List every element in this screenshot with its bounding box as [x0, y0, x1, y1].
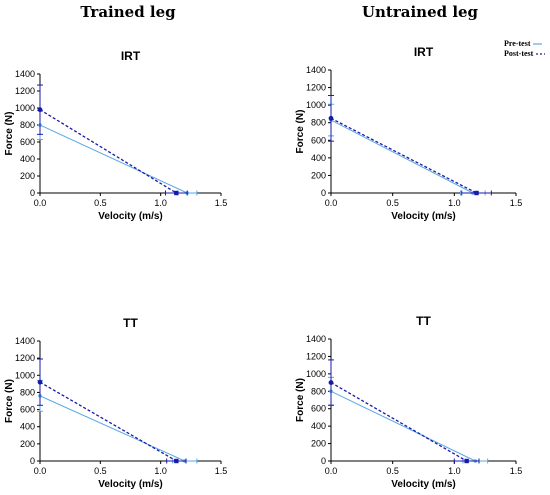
x-axis-label: Velocity (m/s) — [98, 479, 162, 490]
post-test-v0-point — [174, 458, 179, 464]
y-tick-label: 200 — [311, 170, 326, 180]
legend-label-post: Post-test — [504, 49, 534, 58]
y-tick-label: 400 — [311, 421, 326, 431]
pre-test-line — [39, 124, 188, 194]
x-tick-label: 0.0 — [325, 198, 338, 208]
y-tick-label: 800 — [20, 387, 35, 397]
x-tick-label: 1.0 — [154, 466, 167, 476]
y-tick-label: 1000 — [15, 370, 35, 380]
post-test-line — [330, 382, 467, 462]
y-tick-label: 1400 — [306, 334, 326, 344]
post-test-f0-point — [328, 380, 334, 385]
y-tick-label: 1000 — [15, 103, 35, 113]
x-tick-label: 1.0 — [448, 466, 461, 476]
column-title-untrained: Untrained leg — [362, 3, 479, 21]
x-tick-label: 1.5 — [510, 466, 523, 476]
x-tick-label: 0.0 — [34, 466, 47, 476]
post-test-v0-point — [174, 190, 179, 196]
y-axis-label: Force (N) — [295, 110, 306, 154]
legend-label-pre: Pre-test — [504, 39, 531, 48]
y-tick-label: 1200 — [15, 353, 35, 363]
y-tick-label: 0 — [30, 456, 35, 466]
y-tick-label: 800 — [20, 120, 35, 130]
y-tick-label: 0 — [321, 188, 326, 198]
post-test-f0-point — [37, 379, 43, 385]
y-tick-label: 400 — [20, 422, 35, 432]
y-tick-label: 1200 — [306, 83, 326, 93]
panel-title: IRT — [414, 45, 434, 59]
x-tick-label: 0.5 — [94, 466, 107, 476]
y-tick-label: 1400 — [306, 65, 326, 75]
x-axis-label: Velocity (m/s) — [391, 211, 455, 222]
post-test-line — [330, 117, 477, 194]
y-tick-label: 1200 — [306, 351, 326, 361]
y-tick-label: 0 — [321, 456, 326, 466]
chart-panel-trained-irt: IRT 0 200 400 600 800 1000 1200 1400 0.0 0.5 1.0 1.5… — [4, 49, 227, 222]
pre-test-line — [330, 390, 476, 462]
y-tick-label: 200 — [20, 439, 35, 449]
chart-panel-trained-tt: TT 0 200 400 600 800 1000 1200 1400 0.0 0.5 1.0 1.5 V… — [4, 316, 227, 490]
post-test-v0-point — [464, 458, 469, 464]
y-tick-label: 1400 — [15, 69, 35, 79]
y-tick-label: 400 — [20, 154, 35, 164]
panel-title: TT — [123, 316, 138, 330]
y-tick-label: 400 — [311, 153, 326, 163]
pre-test-line — [39, 395, 186, 462]
y-axis-label: Force (N) — [4, 112, 15, 156]
y-tick-label: 600 — [20, 405, 35, 415]
y-tick-label: 600 — [311, 135, 326, 145]
panel-title: IRT — [121, 49, 141, 63]
x-tick-label: 1.5 — [215, 198, 228, 208]
y-tick-label: 0 — [30, 188, 35, 198]
chart-panel-untrained-irt: IRT 0 200 400 600 800 1000 1200 1400 0.0 0.5 1.0 1.5… — [295, 45, 522, 222]
y-tick-label: 800 — [311, 386, 326, 396]
chart-panel-untrained-tt: TT 0 200 400 600 800 1000 1200 1400 0.0 0.5 1.0 1.5 V… — [295, 314, 522, 490]
x-tick-label: 1.0 — [154, 198, 167, 208]
panel-title: TT — [416, 314, 431, 328]
x-tick-label: 0.5 — [386, 466, 399, 476]
y-tick-label: 200 — [20, 171, 35, 181]
y-tick-label: 1000 — [306, 100, 326, 110]
y-tick-label: 1400 — [15, 336, 35, 346]
post-test-v0-point — [474, 190, 479, 196]
post-test-f0-point — [37, 107, 43, 113]
pre-test-line — [330, 119, 474, 194]
x-tick-label: 0.5 — [386, 198, 399, 208]
x-tick-label: 1.0 — [448, 198, 461, 208]
x-tick-label: 1.5 — [510, 198, 523, 208]
y-tick-label: 800 — [311, 118, 326, 128]
x-axis-label: Velocity (m/s) — [391, 479, 455, 490]
column-title-trained: Trained leg — [80, 3, 176, 21]
x-tick-label: 0.0 — [325, 466, 338, 476]
x-axis-label: Velocity (m/s) — [98, 211, 162, 222]
y-tick-label: 1200 — [15, 86, 35, 96]
y-tick-label: 600 — [20, 137, 35, 147]
y-tick-label: 1000 — [306, 369, 326, 379]
x-tick-label: 0.5 — [94, 198, 107, 208]
post-test-line — [39, 109, 177, 194]
y-tick-label: 600 — [311, 404, 326, 414]
y-tick-label: 200 — [311, 439, 326, 449]
post-test-f0-point — [328, 115, 334, 121]
legend: Pre-test Post-test — [504, 39, 545, 58]
y-axis-label: Force (N) — [4, 379, 15, 423]
x-tick-label: 1.5 — [215, 466, 228, 476]
x-tick-label: 0.0 — [34, 198, 47, 208]
y-axis-label: Force (N) — [295, 378, 306, 422]
post-test-line — [39, 381, 177, 462]
